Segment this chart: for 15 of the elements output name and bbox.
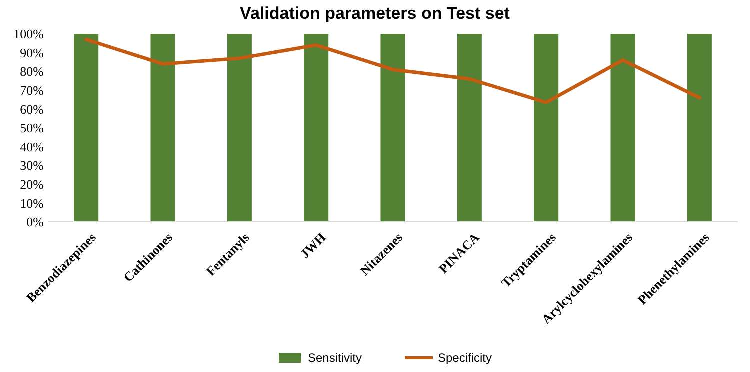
line-series [84,38,702,104]
y-tick-label: 80% [20,64,44,80]
y-tick-label: 90% [20,45,44,60]
y-tick-label: 40% [20,139,44,154]
y-tick-label: 20% [20,176,44,192]
y-tick-label: 100% [14,26,44,42]
chart-title: Validation parameters on Test set [240,4,510,23]
y-tick-label: 10% [20,196,44,211]
legend-label: Specificity [438,351,492,366]
y-tick-label: 60% [20,102,44,117]
legend-label: Sensitivity [308,351,362,366]
y-tick-label: 50% [20,120,44,136]
y-tick-label: 30% [20,158,44,174]
y-tick-label: 0% [26,214,44,230]
y-tick-label: 70% [20,82,44,98]
